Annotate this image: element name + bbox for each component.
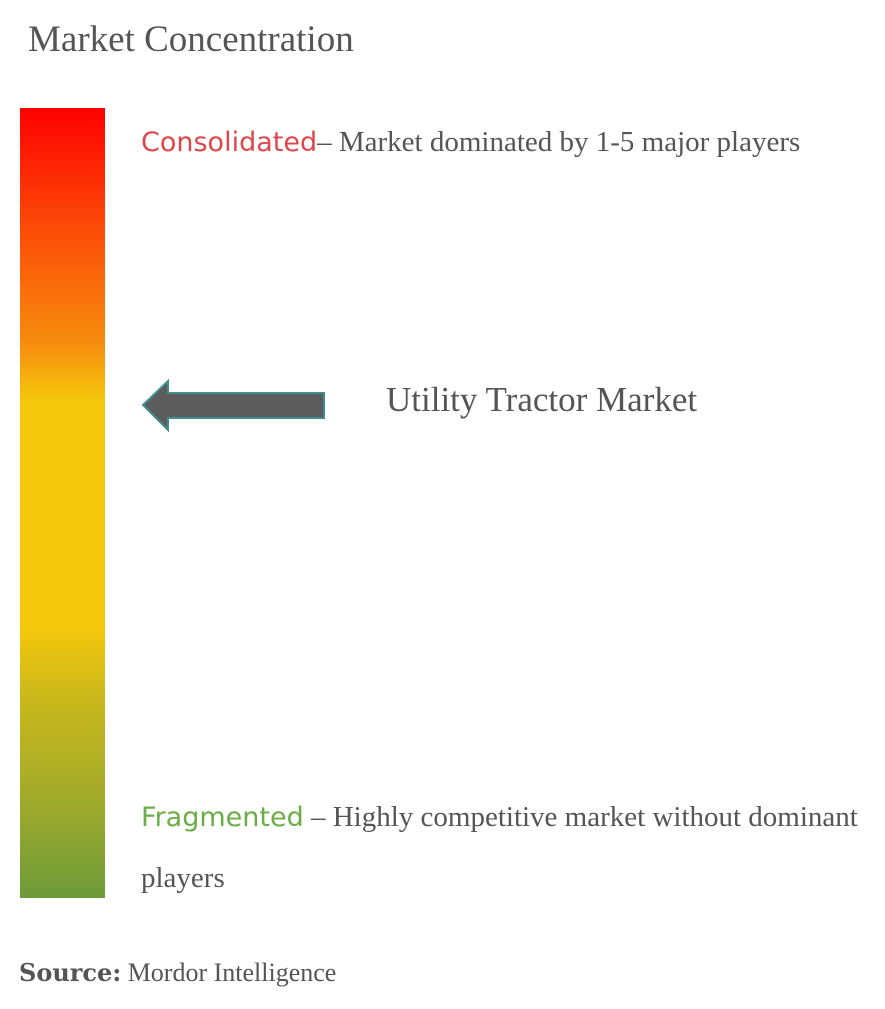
market-label: Utility Tractor Market xyxy=(386,380,698,419)
source-value: Mordor Intelligence xyxy=(121,958,337,987)
source-label: Source: xyxy=(19,958,122,987)
consolidated-label: Consolidated xyxy=(141,127,318,158)
consolidated-text: – Market dominated by 1-5 major players xyxy=(317,126,801,158)
fragmented-text: – Highly competitive market without domi… xyxy=(141,801,858,894)
arrow-left-icon xyxy=(141,378,325,433)
fragmented-label: Fragmented xyxy=(141,802,304,833)
source-line: Source: Mordor Intelligence xyxy=(19,958,336,988)
page-title: Market Concentration xyxy=(28,19,354,60)
fragmented-description: Fragmented – Highly competitive market w… xyxy=(141,787,861,908)
concentration-gradient-bar xyxy=(20,108,105,898)
consolidated-description: Consolidated– Market dominated by 1-5 ma… xyxy=(141,112,861,173)
